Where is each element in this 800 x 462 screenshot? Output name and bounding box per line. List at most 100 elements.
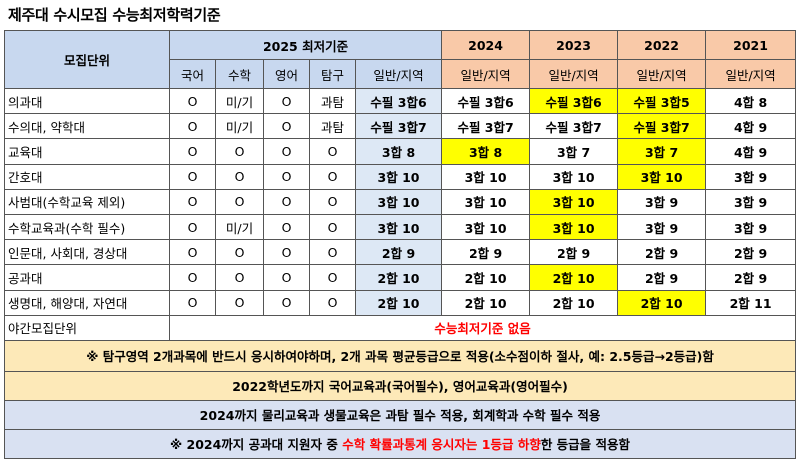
y2025-cell: 2합 10 — [354, 264, 443, 291]
y2022-cell: 3합 7 — [617, 138, 707, 165]
y2023-cell: 2합 10 — [529, 289, 619, 316]
y2024-cell: 2합 10 — [441, 264, 531, 291]
header-general-2022: 일반/지역 — [617, 59, 707, 89]
korean-cell: O — [169, 289, 216, 316]
y2025-cell: 수필 3합6 — [354, 87, 443, 115]
inquiry-cell: O — [309, 138, 356, 165]
unit-cell: 교육대 — [4, 138, 170, 165]
y2021-cell: 4합 9 — [705, 113, 797, 140]
header-math: 수학 — [215, 59, 264, 89]
y2024-cell: 2합 9 — [441, 239, 531, 266]
y2022-cell: 수필 3합5 — [617, 87, 707, 115]
math-cell: O — [215, 289, 264, 316]
math-cell: 미/기 — [215, 113, 264, 140]
english-cell: O — [263, 188, 310, 215]
unit-cell: 간호대 — [4, 163, 170, 190]
y2022-cell: 수필 3합7 — [617, 113, 707, 140]
english-cell: O — [263, 264, 310, 291]
table-row: 간호대 O O O O 3합 10 3합 10 3합 10 3합 10 3합 9 — [4, 163, 797, 190]
inquiry-cell: O — [309, 213, 356, 241]
unit-cell: 사범대(수학교육 제외) — [4, 188, 170, 215]
header-2023: 2023 — [529, 30, 619, 60]
unit-cell: 생명대, 해양대, 자연대 — [4, 289, 170, 316]
note-row: ※ 2024까지 공과대 지원자 중 수학 확률과통계 응시자는 1등급 하향한… — [3, 428, 797, 459]
korean-cell: O — [169, 239, 216, 266]
night-unit-cell: 야간모집단위 — [4, 314, 170, 341]
english-cell: O — [263, 239, 310, 266]
y2021-cell: 3합 9 — [705, 213, 797, 241]
note-engineering: ※ 2024까지 공과대 지원자 중 수학 확률과통계 응시자는 1등급 하향한… — [3, 428, 797, 459]
y2024-cell: 3합 8 — [441, 138, 531, 165]
criteria-table: 모집단위 2025 최저기준 2024 2023 2022 2021 국어 수학… — [3, 30, 797, 459]
unit-cell: 공과대 — [4, 264, 170, 291]
inquiry-cell: 과탐 — [309, 113, 356, 140]
inquiry-cell: O — [309, 264, 356, 291]
unit-cell: 수학교육과(수학 필수) — [4, 213, 170, 241]
table-row: 의과대 O 미/기 O 과탐 수필 3합6 수필 3합6 수필 3합6 수필 3… — [4, 87, 797, 115]
note-engineering-post: 한 등급을 적용함 — [540, 437, 631, 453]
y2023-cell: 3합 7 — [529, 138, 619, 165]
note-row: 2024까지 물리교육과 생물교육은 과탐 필수 적용, 회계학과 수학 필수 … — [3, 399, 797, 430]
page-title: 제주대 수시모집 수능최저학력기준 — [8, 6, 221, 24]
table-row: 인문대, 사회대, 경상대 O O O O 2합 9 2합 9 2합 9 2합 … — [4, 239, 797, 266]
korean-cell: O — [169, 87, 216, 115]
header-unit: 모집단위 — [4, 30, 170, 89]
korean-cell: O — [169, 264, 216, 291]
note-2022: 2022학년도까지 국어교육과(국어필수), 영어교육과(영어필수) — [3, 370, 797, 401]
inquiry-cell: O — [309, 239, 356, 266]
y2025-cell: 3합 10 — [354, 163, 443, 190]
header-korean: 국어 — [169, 59, 216, 89]
header-general-2021: 일반/지역 — [705, 59, 797, 89]
table-row: 사범대(수학교육 제외) O O O O 3합 10 3합 10 3합 10 3… — [4, 188, 797, 215]
math-cell: O — [215, 188, 264, 215]
y2024-cell: 수필 3합7 — [441, 113, 531, 140]
note-row: ※ 탐구영역 2개과목에 반드시 응시하여야하며, 2개 과목 평균등급으로 적… — [3, 339, 797, 372]
table-row: 교육대 O O O O 3합 8 3합 8 3합 7 3합 7 4합 9 — [4, 138, 797, 165]
y2025-cell: 2합 10 — [354, 289, 443, 316]
header-general-2025: 일반/지역 — [354, 59, 443, 89]
math-cell: 미/기 — [215, 213, 264, 241]
table-row: 수의대, 약학대 O 미/기 O 과탐 수필 3합7 수필 3합7 수필 3합7… — [4, 113, 797, 140]
header-2021: 2021 — [705, 30, 797, 60]
math-cell: O — [215, 264, 264, 291]
y2023-cell: 2합 9 — [529, 239, 619, 266]
y2025-cell: 3합 8 — [354, 138, 443, 165]
y2022-cell: 2합 9 — [617, 264, 707, 291]
header-inquiry: 탐구 — [309, 59, 356, 89]
header-2022: 2022 — [617, 30, 707, 60]
english-cell: O — [263, 213, 310, 241]
table-row: 공과대 O O O O 2합 10 2합 10 2합 10 2합 9 2합 9 — [4, 264, 797, 291]
inquiry-cell: O — [309, 289, 356, 316]
unit-cell: 의과대 — [4, 87, 170, 115]
inquiry-cell: 과탐 — [309, 87, 356, 115]
night-criteria-cell: 수능최저기준 없음 — [168, 314, 797, 341]
y2025-cell: 3합 10 — [354, 213, 443, 241]
table-row: 생명대, 해양대, 자연대 O O O O 2합 10 2합 10 2합 10 … — [4, 289, 797, 316]
y2024-cell: 3합 10 — [441, 188, 531, 215]
korean-cell: O — [169, 138, 216, 165]
english-cell: O — [263, 163, 310, 190]
y2021-cell: 2합 9 — [705, 264, 797, 291]
korean-cell: O — [169, 113, 216, 140]
y2021-cell: 2합 11 — [705, 289, 797, 316]
math-cell: O — [215, 239, 264, 266]
y2025-cell: 2합 9 — [354, 239, 443, 266]
night-row: 야간모집단위 수능최저기준 없음 — [4, 314, 797, 341]
math-cell: O — [215, 163, 264, 190]
header-2025: 2025 최저기준 — [168, 30, 443, 60]
y2021-cell: 3합 9 — [705, 188, 797, 215]
y2021-cell: 2합 9 — [705, 239, 797, 266]
header-general-2023: 일반/지역 — [529, 59, 619, 89]
header-general-2024: 일반/지역 — [441, 59, 531, 89]
inquiry-cell: O — [309, 163, 356, 190]
note-row: 2022학년도까지 국어교육과(국어필수), 영어교육과(영어필수) — [3, 370, 797, 401]
y2024-cell: 2합 10 — [441, 289, 531, 316]
y2023-cell: 3합 10 — [529, 188, 619, 215]
y2021-cell: 4합 9 — [705, 138, 797, 165]
y2022-cell: 2합 10 — [617, 289, 707, 316]
note-engineering-highlight: 수학 확률과통계 응시자는 1등급 하향 — [342, 437, 541, 453]
english-cell: O — [263, 138, 310, 165]
note-2024-subjects: 2024까지 물리교육과 생물교육은 과탐 필수 적용, 회계학과 수학 필수 … — [3, 399, 797, 430]
y2025-cell: 3합 10 — [354, 188, 443, 215]
table-body: 의과대 O 미/기 O 과탐 수필 3합6 수필 3합6 수필 3합6 수필 3… — [3, 87, 797, 459]
